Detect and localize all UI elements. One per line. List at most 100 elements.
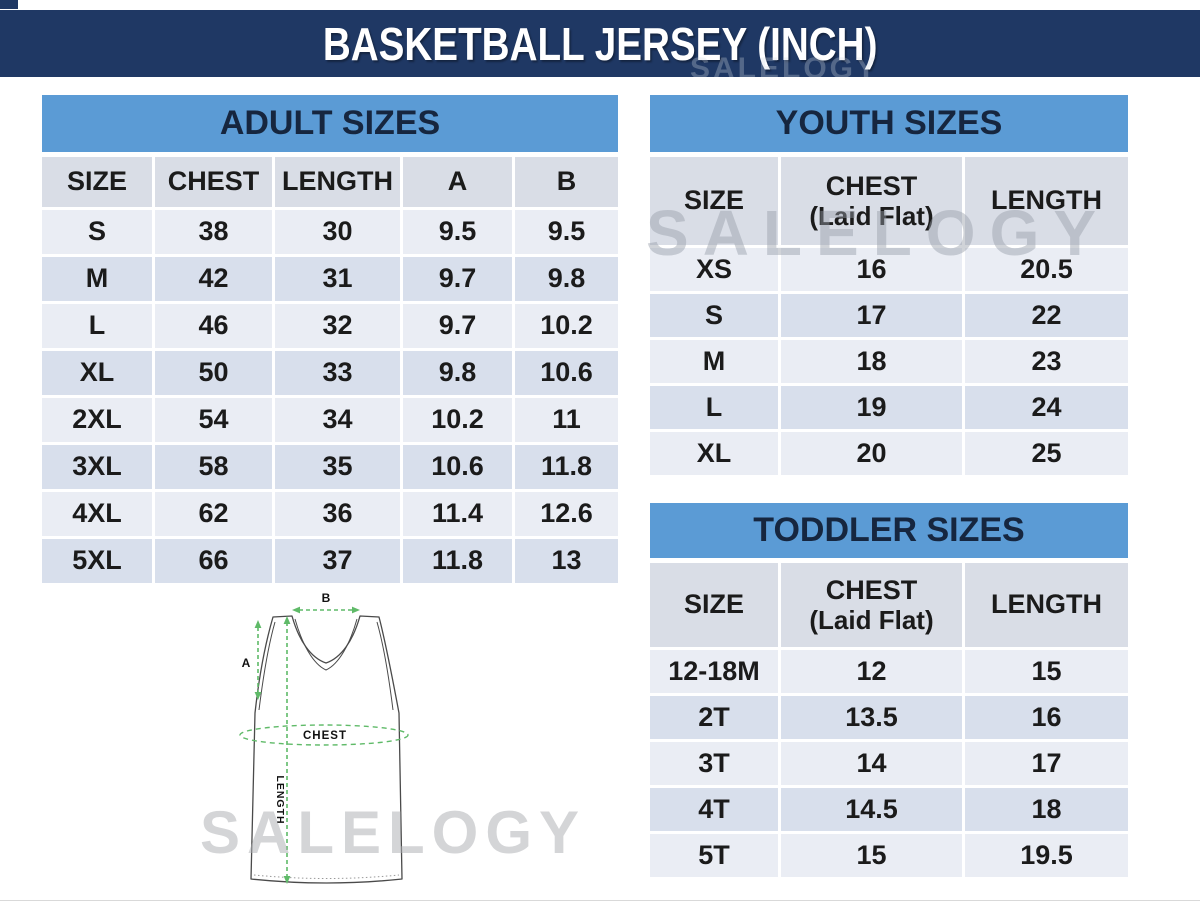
page-title: BASKETBALL JERSEY (INCH) (322, 17, 878, 70)
table-cell: 31 (275, 257, 400, 301)
table-cell: 12-18M (650, 650, 778, 693)
column-header-length: LENGTH (965, 563, 1128, 647)
table-cell: M (650, 340, 778, 383)
column-header-label: LENGTH (991, 589, 1102, 620)
b-arrow-right (352, 606, 360, 614)
column-header-subtext: (Laid Flat) (809, 200, 934, 231)
table-cell: 2T (650, 696, 778, 739)
jersey-hem-stitch (253, 874, 400, 879)
table-cell: 12.6 (515, 492, 618, 536)
column-header-chest: CHEST (Laid Flat) (781, 563, 962, 647)
youth-table-title: YOUTH SIZES (650, 95, 1128, 152)
table-cell: 11 (515, 398, 618, 442)
table-cell: 3T (650, 742, 778, 785)
b-arrow-left (292, 606, 300, 614)
length-arrow-top (283, 616, 291, 624)
table-cell: L (650, 386, 778, 429)
table-cell: 16 (965, 696, 1128, 739)
watermark: SALELOGY (690, 52, 880, 77)
table-cell: 35 (275, 445, 400, 489)
table-cell: 11.4 (403, 492, 512, 536)
column-header-label: SIZE (683, 185, 744, 216)
column-header-label: LENGTH (991, 185, 1102, 216)
table-cell: 4T (650, 788, 778, 831)
column-header-length: LENGTH (275, 157, 400, 207)
adult-sizes-table: ADULT SIZES SIZE CHEST LENGTH A B S 38 30 9… (42, 95, 618, 583)
column-header-label: SIZE (683, 589, 744, 620)
table-cell: 42 (155, 257, 272, 301)
table-cell: 3XL (42, 445, 152, 489)
title-bar: BASKETBALL JERSEY (INCH) SALELOGY (0, 10, 1200, 77)
column-header-a: A (403, 157, 512, 207)
toddler-table-title-text: TODDLER SIZES (753, 511, 1025, 549)
table-cell: 10.2 (403, 398, 512, 442)
table-cell: 5T (650, 834, 778, 877)
jersey-diagram: A B CHEST LENGTH (228, 586, 438, 900)
table-cell: 9.5 (515, 210, 618, 254)
column-header-label: CHEST (825, 170, 918, 201)
table-cell: 14 (781, 742, 962, 785)
table-cell: 17 (781, 294, 962, 337)
jersey-armhole-trim-right (376, 621, 394, 711)
toddler-sizes-table: TODDLER SIZES SIZE CHEST (Laid Flat) LEN… (650, 503, 1128, 877)
table-cell: 20 (781, 432, 962, 475)
a-arrow-top (254, 620, 262, 628)
adult-table-title: ADULT SIZES (42, 95, 618, 152)
table-cell: 62 (155, 492, 272, 536)
column-header-length: LENGTH (965, 157, 1128, 245)
table-cell: 20.5 (965, 248, 1128, 291)
table-cell: 34 (275, 398, 400, 442)
table-cell: 33 (275, 351, 400, 395)
table-cell: 2XL (42, 398, 152, 442)
jersey-neck-trim (294, 618, 358, 671)
column-header-size: SIZE (42, 157, 152, 207)
table-cell: 11.8 (403, 539, 512, 583)
table-cell: 9.5 (403, 210, 512, 254)
table-cell: 16 (781, 248, 962, 291)
table-cell: 38 (155, 210, 272, 254)
table-cell: 4XL (42, 492, 152, 536)
table-cell: S (650, 294, 778, 337)
table-cell: 19.5 (965, 834, 1128, 877)
table-cell: XS (650, 248, 778, 291)
table-cell: 13.5 (781, 696, 962, 739)
table-cell: 15 (781, 834, 962, 877)
table-cell: 18 (965, 788, 1128, 831)
column-header-b: B (515, 157, 618, 207)
toddler-table-title: TODDLER SIZES (650, 503, 1128, 558)
table-cell: 9.8 (403, 351, 512, 395)
table-cell: 30 (275, 210, 400, 254)
corner-mark (0, 0, 18, 9)
column-header-chest: CHEST (Laid Flat) (781, 157, 962, 245)
table-cell: L (42, 304, 152, 348)
chest-measure-ellipse (239, 724, 409, 746)
length-arrow-bottom (283, 876, 291, 884)
column-header-size: SIZE (650, 563, 778, 647)
table-cell: 5XL (42, 539, 152, 583)
table-cell: 23 (965, 340, 1128, 383)
table-cell: 50 (155, 351, 272, 395)
table-cell: XL (650, 432, 778, 475)
table-cell: 9.7 (403, 257, 512, 301)
table-cell: 11.8 (515, 445, 618, 489)
table-cell: 12 (781, 650, 962, 693)
table-cell: 14.5 (781, 788, 962, 831)
table-cell: 17 (965, 742, 1128, 785)
adult-table-title-text: ADULT SIZES (219, 104, 441, 142)
column-header-chest: CHEST (155, 157, 272, 207)
table-cell: 46 (155, 304, 272, 348)
table-cell: XL (42, 351, 152, 395)
toddler-table-grid: SIZE CHEST (Laid Flat) LENGTH 12-18M 12 15… (650, 563, 1128, 877)
table-cell: 9.8 (515, 257, 618, 301)
youth-sizes-table: YOUTH SIZES SIZE CHEST (Laid Flat) LENGT… (650, 95, 1128, 475)
adult-table-grid: SIZE CHEST LENGTH A B S 38 30 9.5 9.5 M 42 31 9.… (42, 157, 618, 583)
table-cell: 24 (965, 386, 1128, 429)
a-arrow-bottom (254, 692, 262, 700)
table-cell: 19 (781, 386, 962, 429)
table-cell: M (42, 257, 152, 301)
column-header-size: SIZE (650, 157, 778, 245)
table-cell: 58 (155, 445, 272, 489)
table-cell: 54 (155, 398, 272, 442)
table-cell: 66 (155, 539, 272, 583)
table-cell: S (42, 210, 152, 254)
